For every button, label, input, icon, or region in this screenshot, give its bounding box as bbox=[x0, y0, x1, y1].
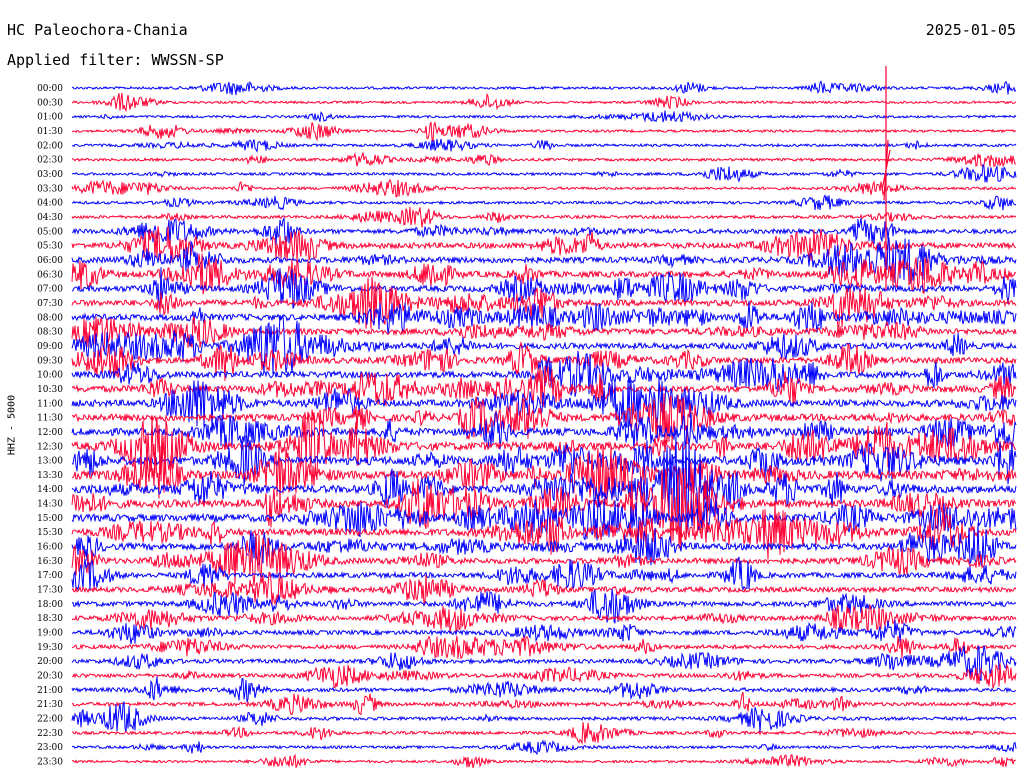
trace-row-0330 bbox=[71, 178, 1017, 198]
row-label-1400: 14:00 bbox=[37, 485, 63, 495]
row-label-0130: 01:30 bbox=[37, 127, 63, 137]
row-label-1230: 12:30 bbox=[37, 442, 63, 452]
row-label-2030: 20:30 bbox=[37, 672, 63, 682]
trace-row-0100 bbox=[71, 110, 1017, 123]
trace-row-0600 bbox=[71, 237, 1017, 285]
trace-row-1100 bbox=[71, 378, 1017, 429]
trace-row-2200 bbox=[71, 701, 1017, 733]
event-spike bbox=[881, 66, 891, 290]
row-label-0500: 05:00 bbox=[37, 227, 63, 237]
trace-row-0300 bbox=[71, 163, 1017, 183]
trace-row-1430 bbox=[71, 468, 1017, 552]
trace-row-2130 bbox=[71, 691, 1017, 716]
row-label-0300: 03:00 bbox=[37, 170, 63, 180]
row-label-1800: 18:00 bbox=[37, 600, 63, 610]
trace-row-0830 bbox=[71, 316, 1017, 352]
row-label-0000: 00:00 bbox=[37, 84, 63, 94]
row-label-1130: 11:30 bbox=[37, 414, 63, 424]
row-label-0600: 06:00 bbox=[37, 256, 63, 266]
row-label-2100: 21:00 bbox=[37, 686, 63, 696]
trace-row-0500 bbox=[71, 216, 1017, 247]
row-label-0030: 00:30 bbox=[37, 98, 63, 108]
date-label: 2025-01-05 bbox=[925, 21, 1016, 39]
row-label-1000: 10:00 bbox=[37, 371, 63, 381]
trace-row-0900 bbox=[71, 314, 1017, 375]
row-label-0430: 04:30 bbox=[37, 213, 63, 223]
row-label-2200: 22:00 bbox=[37, 715, 63, 725]
row-label-2000: 20:00 bbox=[37, 657, 63, 667]
row-label-1530: 15:30 bbox=[37, 528, 63, 538]
row-label-0930: 09:30 bbox=[37, 356, 63, 366]
trace-row-1600 bbox=[71, 522, 1017, 568]
trace-row-1530 bbox=[71, 501, 1017, 560]
trace-row-2300 bbox=[71, 739, 1017, 756]
filter-label: Applied filter: WWSSN-SP bbox=[7, 51, 224, 69]
row-label-2330: 23:30 bbox=[37, 758, 63, 768]
trace-row-2030 bbox=[71, 663, 1017, 689]
row-label-1030: 10:30 bbox=[37, 385, 63, 395]
trace-row-1800 bbox=[71, 588, 1017, 624]
row-label-1600: 16:00 bbox=[37, 543, 63, 553]
row-label-1730: 17:30 bbox=[37, 586, 63, 596]
trace-row-0700 bbox=[71, 267, 1017, 309]
trace-row-0630 bbox=[71, 253, 1017, 295]
row-label-1500: 15:00 bbox=[37, 514, 63, 524]
trace-row-1630 bbox=[71, 533, 1017, 586]
row-label-1300: 13:00 bbox=[37, 457, 63, 467]
trace-row-2230 bbox=[71, 722, 1017, 745]
row-label-0400: 04:00 bbox=[37, 199, 63, 209]
row-label-0530: 05:30 bbox=[37, 242, 63, 252]
trace-row-1700 bbox=[71, 556, 1017, 592]
row-label-0330: 03:30 bbox=[37, 184, 63, 194]
row-label-1930: 19:30 bbox=[37, 643, 63, 653]
row-label-1830: 18:30 bbox=[37, 614, 63, 624]
row-label-1900: 19:00 bbox=[37, 629, 63, 639]
row-label-2300: 23:00 bbox=[37, 743, 63, 753]
row-label-0630: 06:30 bbox=[37, 270, 63, 280]
row-label-0730: 07:30 bbox=[37, 299, 63, 309]
row-label-1200: 12:00 bbox=[37, 428, 63, 438]
row-label-1430: 14:30 bbox=[37, 500, 63, 510]
trace-row-2330 bbox=[71, 753, 1017, 769]
trace-row-1000 bbox=[71, 350, 1017, 397]
trace-row-0730 bbox=[71, 276, 1017, 329]
row-label-1630: 16:30 bbox=[37, 557, 63, 567]
trace-row-1900 bbox=[71, 619, 1017, 645]
row-label-0900: 09:00 bbox=[37, 342, 63, 352]
row-label-1700: 17:00 bbox=[37, 571, 63, 581]
trace-row-0430 bbox=[71, 206, 1017, 228]
row-label-1330: 13:30 bbox=[37, 471, 63, 481]
row-label-0800: 08:00 bbox=[37, 313, 63, 323]
row-label-2230: 22:30 bbox=[37, 729, 63, 739]
trace-row-2000 bbox=[71, 645, 1017, 682]
trace-row-1930 bbox=[71, 635, 1017, 660]
trace-row-0800 bbox=[71, 300, 1017, 335]
trace-row-0000 bbox=[71, 80, 1017, 96]
row-label-2130: 21:30 bbox=[37, 700, 63, 710]
trace-row-1230 bbox=[71, 409, 1017, 481]
row-label-0830: 08:30 bbox=[37, 328, 63, 338]
trace-row-0400 bbox=[71, 194, 1017, 211]
row-label-0200: 02:00 bbox=[37, 141, 63, 151]
trace-row-1130 bbox=[71, 393, 1017, 444]
row-label-1100: 11:00 bbox=[37, 399, 63, 409]
trace-row-2100 bbox=[71, 676, 1017, 703]
trace-row-0530 bbox=[71, 225, 1017, 263]
trace-row-0130 bbox=[71, 121, 1017, 142]
trace-row-0200 bbox=[71, 138, 1017, 153]
trace-row-1200 bbox=[71, 411, 1017, 451]
row-label-0230: 02:30 bbox=[37, 156, 63, 166]
trace-row-0030 bbox=[71, 92, 1017, 113]
trace-row-1500 bbox=[71, 494, 1017, 541]
trace-row-1330 bbox=[71, 444, 1017, 507]
trace-row-0230 bbox=[71, 152, 1017, 168]
trace-row-1300 bbox=[71, 435, 1017, 486]
row-label-0700: 07:00 bbox=[37, 285, 63, 295]
trace-row-1830 bbox=[71, 603, 1017, 633]
row-label-0100: 01:00 bbox=[37, 113, 63, 123]
trace-row-0930 bbox=[71, 341, 1017, 381]
station-title: HC Paleochora-Chania bbox=[7, 21, 188, 39]
trace-row-1730 bbox=[71, 571, 1017, 606]
